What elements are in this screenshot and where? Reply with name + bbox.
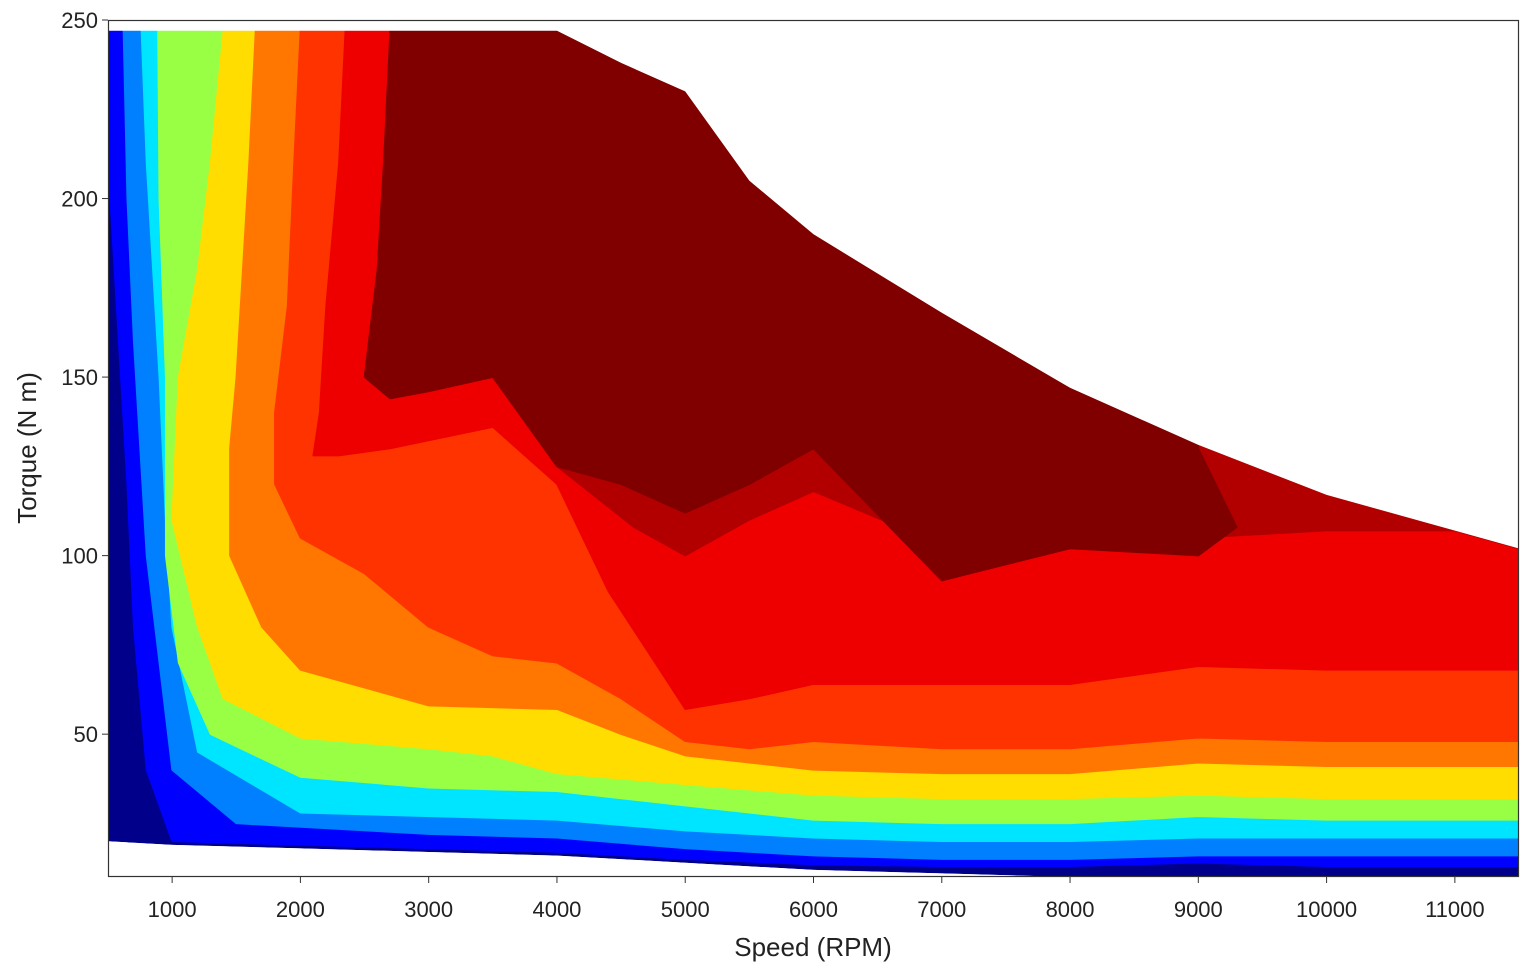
contour-fills bbox=[108, 20, 1519, 877]
x-tick-label: 2000 bbox=[276, 897, 325, 922]
plot-frame bbox=[107, 19, 1520, 878]
y-tick-label: 250 bbox=[61, 8, 98, 33]
y-axis-title: Torque (N m) bbox=[12, 372, 42, 524]
x-tick-label: 7000 bbox=[917, 897, 966, 922]
x-tick-label: 11000 bbox=[1425, 897, 1485, 922]
x-axis: 1000 2000 3000 4000 5000 6000 7000 8000 9000 1000… bbox=[148, 877, 1485, 922]
y-tick-label: 50 bbox=[74, 722, 98, 747]
x-tick-label: 4000 bbox=[532, 897, 581, 922]
x-tick-label: 5000 bbox=[661, 897, 710, 922]
x-tick-label: 3000 bbox=[404, 897, 453, 922]
x-tick-label: 9000 bbox=[1174, 897, 1223, 922]
y-tick-label: 150 bbox=[61, 365, 98, 390]
region-above-envelope bbox=[108, 20, 1519, 549]
y-tick-label: 100 bbox=[61, 544, 98, 569]
y-axis: 50 100 150 200 250 bbox=[61, 8, 108, 747]
x-axis-title: Speed (RPM) bbox=[734, 932, 892, 962]
x-tick-label: 1000 bbox=[148, 897, 197, 922]
x-tick-label: 8000 bbox=[1046, 897, 1095, 922]
x-tick-label: 10000 bbox=[1296, 897, 1357, 922]
region-below-min-boundary bbox=[108, 841, 1519, 877]
x-tick-label: 6000 bbox=[789, 897, 838, 922]
y-tick-label: 200 bbox=[61, 187, 98, 212]
